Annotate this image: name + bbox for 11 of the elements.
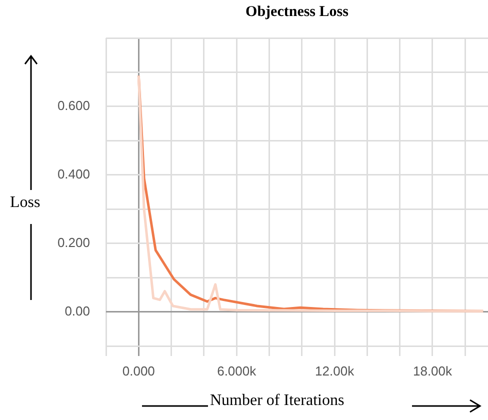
y-tick-label: 0.600 (57, 98, 90, 114)
x-tick-label: 12.00k (315, 363, 355, 378)
y-axis-title: Loss (10, 194, 40, 212)
y-tick-label: 0.400 (57, 166, 90, 182)
y-tick-label: 0.00 (64, 303, 90, 318)
x-tick-label: 6.000k (217, 363, 257, 378)
x-tick-label: 0.000 (122, 363, 155, 378)
chart-title: Objectness Loss (244, 4, 350, 21)
x-tick-label: 18.00k (412, 363, 453, 378)
y-tick-label: 0.200 (57, 234, 90, 250)
x-axis-title: Number of Iterations (210, 392, 344, 410)
